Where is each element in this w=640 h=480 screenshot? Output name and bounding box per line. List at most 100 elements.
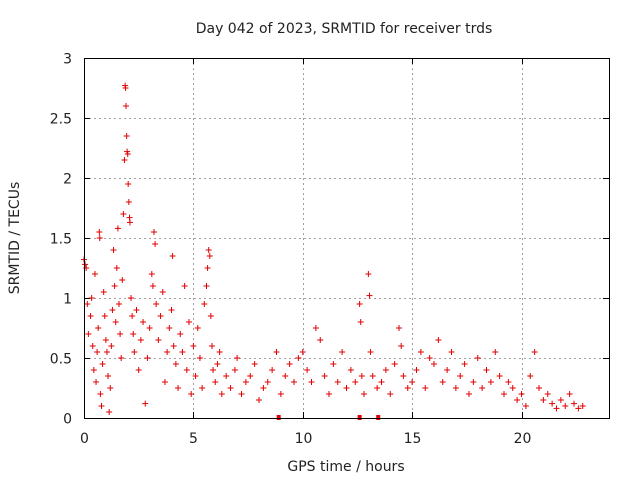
data-point xyxy=(579,403,586,409)
data-point xyxy=(422,385,429,391)
data-point xyxy=(562,403,569,409)
data-point xyxy=(238,391,245,397)
data-point xyxy=(116,301,122,307)
data-point xyxy=(256,397,262,403)
data-point xyxy=(409,379,416,385)
data-point xyxy=(99,361,106,367)
data-point xyxy=(183,367,190,373)
data-point xyxy=(119,277,126,283)
data-point xyxy=(203,283,210,289)
data-point xyxy=(212,379,219,385)
data-point xyxy=(112,319,119,325)
data-point xyxy=(190,343,197,349)
data-point xyxy=(571,400,577,407)
data-point xyxy=(155,337,162,343)
data-point xyxy=(357,319,364,325)
data-point xyxy=(312,325,319,331)
data-point xyxy=(417,349,424,355)
data-point xyxy=(90,367,97,373)
data-point xyxy=(140,319,147,325)
data-point xyxy=(179,349,186,355)
data-point xyxy=(269,367,276,373)
y-tick-label: 2 xyxy=(63,172,72,188)
data-point xyxy=(509,385,516,391)
data-point xyxy=(120,211,127,217)
y-tick-label: 2.5 xyxy=(50,112,72,128)
data-point xyxy=(540,397,547,403)
data-point xyxy=(413,367,420,373)
data-point xyxy=(110,247,117,253)
x-tick-label: 5 xyxy=(189,431,198,447)
axis-ticks: 0 5 10 15 20 0 0.5 1 1.5 2 2.5 3 xyxy=(50,52,609,447)
data-point xyxy=(93,379,100,385)
data-point xyxy=(487,379,494,385)
data-point xyxy=(295,355,302,361)
data-point xyxy=(106,409,113,415)
chart-title: Day 042 of 2023, SRMTID for receiver trd… xyxy=(196,21,493,37)
data-point xyxy=(201,301,208,307)
data-point xyxy=(123,103,129,109)
data-point xyxy=(164,349,171,355)
data-point xyxy=(118,355,125,361)
data-point xyxy=(496,373,503,379)
data-point xyxy=(114,225,121,232)
data-point xyxy=(317,337,324,343)
data-point xyxy=(157,313,164,319)
data-point xyxy=(210,367,217,373)
plot-frame xyxy=(84,58,610,419)
data-point xyxy=(153,301,160,307)
data-point xyxy=(131,349,138,355)
data-point xyxy=(94,349,101,355)
data-point xyxy=(474,355,481,361)
data-point xyxy=(544,391,551,397)
data-point xyxy=(549,400,556,407)
data-point xyxy=(97,391,104,397)
data-point xyxy=(103,349,110,355)
data-point xyxy=(439,379,446,385)
data-point xyxy=(169,253,176,259)
data-point xyxy=(218,391,225,397)
x-tick-label: 0 xyxy=(80,431,89,447)
y-tick-label: 0 xyxy=(63,412,72,428)
data-point xyxy=(123,133,130,139)
data-point xyxy=(125,199,132,205)
data-point xyxy=(102,337,109,343)
gap-marker xyxy=(376,415,381,420)
data-point xyxy=(242,379,249,385)
data-point xyxy=(170,343,177,349)
data-point xyxy=(129,313,136,319)
data-point xyxy=(121,157,128,163)
data-point xyxy=(188,391,195,397)
data-point xyxy=(177,331,184,337)
data-point xyxy=(365,271,372,277)
gap-marker xyxy=(357,415,362,420)
data-point xyxy=(223,373,230,379)
y-axis-label: SRMTID / TECUs xyxy=(7,182,23,295)
data-point xyxy=(100,289,107,295)
data-point xyxy=(260,385,267,391)
data-point xyxy=(514,397,521,403)
data-point xyxy=(207,313,214,319)
data-point xyxy=(196,355,203,361)
data-point xyxy=(404,385,411,391)
data-point xyxy=(387,391,394,397)
data-point xyxy=(431,361,437,367)
data-point xyxy=(501,391,507,397)
data-point xyxy=(264,379,271,385)
data-point xyxy=(479,385,486,391)
data-point xyxy=(205,247,212,253)
data-point xyxy=(135,367,142,373)
data-point xyxy=(334,379,341,385)
y-tick-label: 3 xyxy=(63,52,72,68)
data-point xyxy=(208,343,215,349)
data-point xyxy=(483,367,490,373)
data-point xyxy=(194,325,201,331)
data-point xyxy=(343,385,350,391)
data-point xyxy=(172,361,179,367)
data-point xyxy=(227,385,234,391)
data-point xyxy=(273,349,280,355)
data-point xyxy=(400,373,407,379)
data-point xyxy=(88,295,95,301)
data-point xyxy=(124,151,131,157)
